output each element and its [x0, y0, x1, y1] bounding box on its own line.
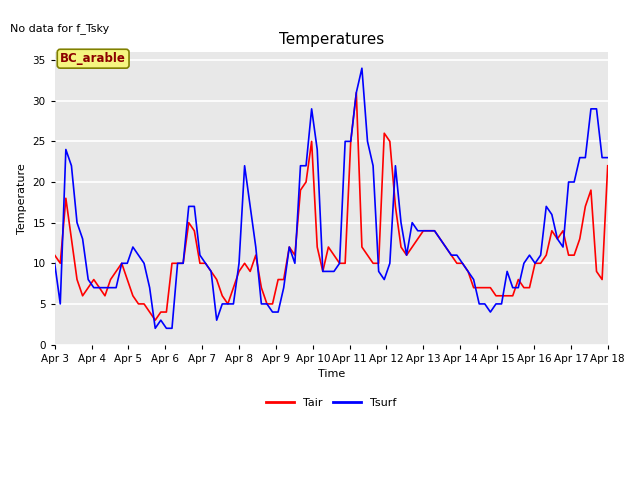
- Line: Tair: Tair: [54, 93, 608, 320]
- Tsurf: [358, 65, 365, 71]
- Tsurf: [570, 179, 578, 185]
- Title: Temperatures: Temperatures: [278, 32, 384, 47]
- Tair: [51, 252, 58, 258]
- Tsurf: [341, 139, 349, 144]
- X-axis label: Time: Time: [317, 369, 345, 379]
- Y-axis label: Temperature: Temperature: [17, 163, 27, 234]
- Tair: [185, 220, 193, 226]
- Tair: [152, 317, 159, 323]
- Legend: Tair, Tsurf: Tair, Tsurf: [262, 393, 401, 412]
- Line: Tsurf: Tsurf: [54, 68, 608, 328]
- Tsurf: [152, 325, 159, 331]
- Tair: [604, 163, 612, 168]
- Tsurf: [163, 325, 170, 331]
- Tsurf: [604, 155, 612, 160]
- Text: BC_arable: BC_arable: [60, 52, 126, 65]
- Tair: [163, 309, 170, 315]
- Tsurf: [185, 204, 193, 209]
- Tsurf: [587, 106, 595, 112]
- Tair: [587, 187, 595, 193]
- Tsurf: [51, 260, 58, 266]
- Tair: [570, 252, 578, 258]
- Tair: [392, 204, 399, 209]
- Tsurf: [392, 163, 399, 168]
- Text: No data for f_Tsky: No data for f_Tsky: [10, 23, 109, 34]
- Tair: [353, 90, 360, 96]
- Tair: [341, 260, 349, 266]
